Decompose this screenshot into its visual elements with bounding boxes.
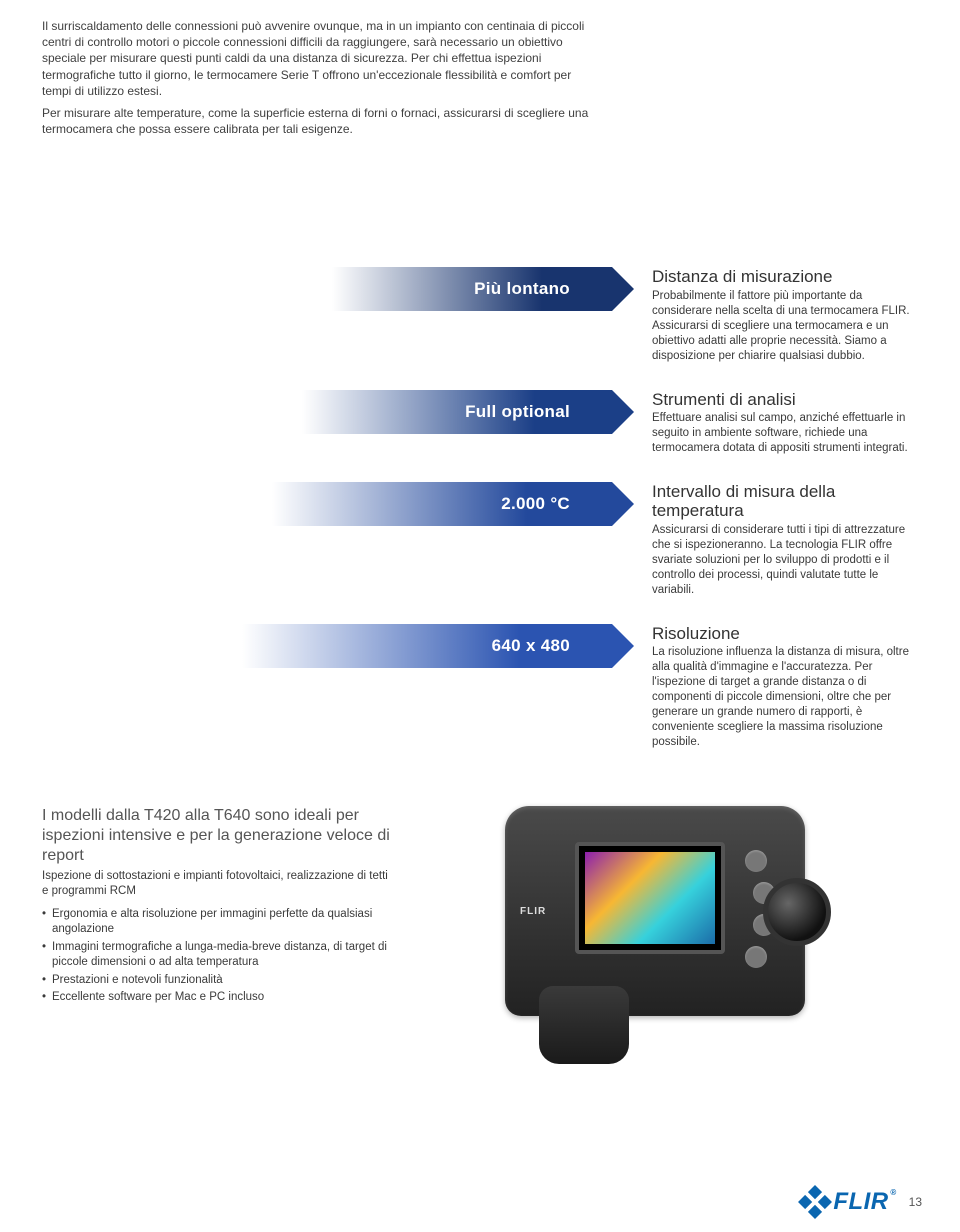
feature-list: Più lontano Distanza di misurazione Prob… bbox=[42, 267, 918, 749]
model-summary: I modelli dalla T420 alla T640 sono idea… bbox=[42, 806, 392, 1016]
feature-title: Distanza di misurazione bbox=[652, 267, 918, 287]
feature-row-resolution: 640 x 480 Risoluzione La risoluzione inf… bbox=[42, 624, 918, 750]
feature-body: Effettuare analisi sul campo, anziché ef… bbox=[652, 411, 918, 456]
arrow-label: 640 x 480 bbox=[492, 636, 570, 656]
arrow-tools: Full optional bbox=[302, 390, 612, 434]
camera-lens bbox=[763, 878, 831, 946]
camera-button-icon bbox=[745, 946, 767, 968]
feature-title: Strumenti di analisi bbox=[652, 390, 918, 410]
feature-body: Assicurarsi di considerare tutti i tipi … bbox=[652, 523, 918, 598]
camera-button-icon bbox=[745, 850, 767, 872]
arrow-wrap: 2.000 °C bbox=[42, 482, 612, 526]
feature-row-tools: Full optional Strumenti di analisi Effet… bbox=[42, 390, 918, 456]
model-bullet: Immagini termografiche a lunga-media-bre… bbox=[42, 940, 392, 971]
model-bullet: Eccellente software per Mac e PC incluso bbox=[42, 990, 392, 1006]
intro-paragraph-2: Per misurare alte temperature, come la s… bbox=[42, 105, 602, 137]
arrow-temp: 2.000 °C bbox=[272, 482, 612, 526]
thermal-image bbox=[585, 852, 715, 944]
intro-paragraph-1: Il surriscaldamento delle connessioni pu… bbox=[42, 18, 602, 99]
arrow-label: Full optional bbox=[465, 402, 570, 422]
camera-screen bbox=[575, 842, 725, 954]
flir-brand-text: FLIR bbox=[833, 1188, 888, 1215]
feature-title: Intervallo di misura della temperatura bbox=[652, 482, 918, 521]
feature-text-temp: Intervallo di misura della temperatura A… bbox=[652, 482, 918, 598]
model-heading: I modelli dalla T420 alla T640 sono idea… bbox=[42, 806, 392, 866]
model-sub: Ispezione di sottostazioni e impianti fo… bbox=[42, 869, 392, 899]
feature-row-temp: 2.000 °C Intervallo di misura della temp… bbox=[42, 482, 918, 598]
page-footer: FLIR® 13 bbox=[803, 1188, 922, 1216]
arrow-label: Più lontano bbox=[474, 279, 570, 299]
flir-logo-text: FLIR® bbox=[833, 1188, 888, 1216]
camera-body: FLIR bbox=[505, 806, 805, 1016]
flir-logo-icon bbox=[798, 1185, 832, 1219]
arrow-wrap: Più lontano bbox=[42, 267, 612, 311]
feature-body: La risoluzione influenza la distanza di … bbox=[652, 645, 918, 750]
page-number: 13 bbox=[909, 1195, 922, 1209]
camera-handle bbox=[539, 986, 629, 1064]
arrow-distance: Più lontano bbox=[332, 267, 612, 311]
feature-text-resolution: Risoluzione La risoluzione influenza la … bbox=[652, 624, 918, 750]
model-bullet: Ergonomia e alta risoluzione per immagin… bbox=[42, 907, 392, 938]
feature-body: Probabilmente il fattore più importante … bbox=[652, 289, 918, 364]
feature-title: Risoluzione bbox=[652, 624, 918, 644]
arrow-wrap: 640 x 480 bbox=[42, 624, 612, 668]
feature-text-distance: Distanza di misurazione Probabilmente il… bbox=[652, 267, 918, 363]
camera-illustration: FLIR bbox=[392, 806, 918, 1016]
feature-text-tools: Strumenti di analisi Effettuare analisi … bbox=[652, 390, 918, 456]
feature-row-distance: Più lontano Distanza di misurazione Prob… bbox=[42, 267, 918, 363]
arrow-resolution: 640 x 480 bbox=[242, 624, 612, 668]
model-bullet-list: Ergonomia e alta risoluzione per immagin… bbox=[42, 907, 392, 1006]
camera-brand-label: FLIR bbox=[520, 906, 546, 917]
model-bullet: Prestazioni e notevoli funzionalità bbox=[42, 973, 392, 989]
arrow-wrap: Full optional bbox=[42, 390, 612, 434]
arrow-label: 2.000 °C bbox=[501, 494, 570, 514]
intro-block: Il surriscaldamento delle connessioni pu… bbox=[42, 18, 602, 137]
bottom-section: I modelli dalla T420 alla T640 sono idea… bbox=[42, 806, 918, 1016]
flir-logo: FLIR® bbox=[803, 1188, 888, 1216]
